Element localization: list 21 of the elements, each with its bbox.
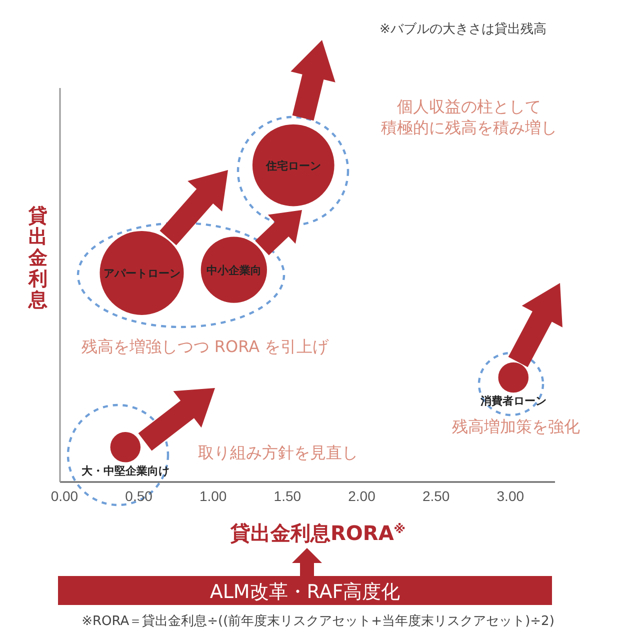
annotation: 住宅ローン <box>264 159 321 172</box>
annotation: 大・中堅企業向け <box>81 464 170 478</box>
annotation: 残高を増強しつつ RORA を引上げ <box>81 337 330 356</box>
annotation: 消費者ローン <box>479 394 546 408</box>
x-axis-title: 貸出金利息RORA$^{※}$ <box>230 521 406 545</box>
annotation: 残高増加策を強化 <box>452 417 580 436</box>
x-tick-label: 3.00 <box>496 488 524 504</box>
x-tick-label: 2.00 <box>348 488 376 504</box>
x-tick-label: 0.50 <box>125 488 153 504</box>
annotation: 取り組み方針を見直し <box>198 443 358 462</box>
x-tick-label: 1.00 <box>199 488 227 504</box>
text: 個人収益の柱として積極的に残高を積み増し <box>381 97 557 137</box>
y-axis-title: 貸出金利息 <box>28 205 48 311</box>
x-tick-label: 2.50 <box>422 488 450 504</box>
text: ※RORA＝貸出金利息÷((前年度末リスクアセット+当年度末リスクアセット)÷2) <box>82 613 554 629</box>
x-tick-label: 0.00 <box>50 488 78 504</box>
text: ※バブルの大きさは貸出残高 <box>380 21 546 37</box>
annotation: 中小企業向 <box>206 264 262 277</box>
x-tick-label: 1.50 <box>274 488 302 504</box>
text: ALM改革・RAF高度化 <box>210 581 400 603</box>
annotation: アパートローン <box>103 266 180 280</box>
